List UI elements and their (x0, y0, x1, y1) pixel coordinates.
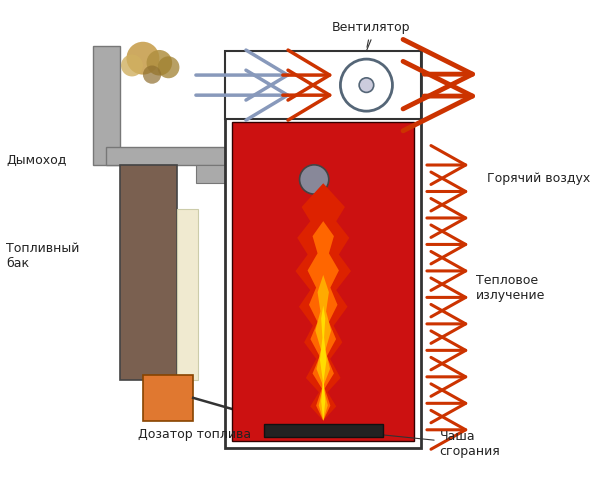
Bar (143, 375, 193, 420)
Circle shape (158, 56, 179, 78)
Bar (264, 424, 383, 437)
Circle shape (340, 59, 392, 111)
Bar (176, 209, 197, 380)
Circle shape (143, 66, 161, 84)
Bar (225, 51, 421, 448)
Text: Топливный
бак: Топливный бак (6, 243, 79, 270)
Bar (120, 165, 176, 380)
Circle shape (127, 42, 160, 75)
Text: Вентилятор: Вентилятор (332, 21, 410, 47)
Text: Тепловое
излучение: Тепловое излучение (476, 274, 545, 302)
Polygon shape (295, 183, 351, 420)
Text: Чаша
сгорания: Чаша сгорания (353, 430, 500, 458)
Circle shape (121, 55, 143, 77)
Polygon shape (320, 306, 326, 420)
Circle shape (146, 50, 172, 76)
Polygon shape (308, 221, 339, 420)
Bar (225, 51, 421, 119)
Bar (106, 147, 225, 165)
Circle shape (299, 165, 329, 194)
Text: Горячий воздух: Горячий воздух (487, 172, 590, 185)
Bar (232, 122, 414, 441)
Bar (92, 46, 120, 165)
Polygon shape (316, 275, 331, 420)
Text: Дымоход: Дымоход (6, 154, 67, 167)
Text: Дозатор топлива: Дозатор топлива (139, 428, 251, 441)
Bar (196, 165, 227, 183)
Circle shape (359, 78, 374, 92)
